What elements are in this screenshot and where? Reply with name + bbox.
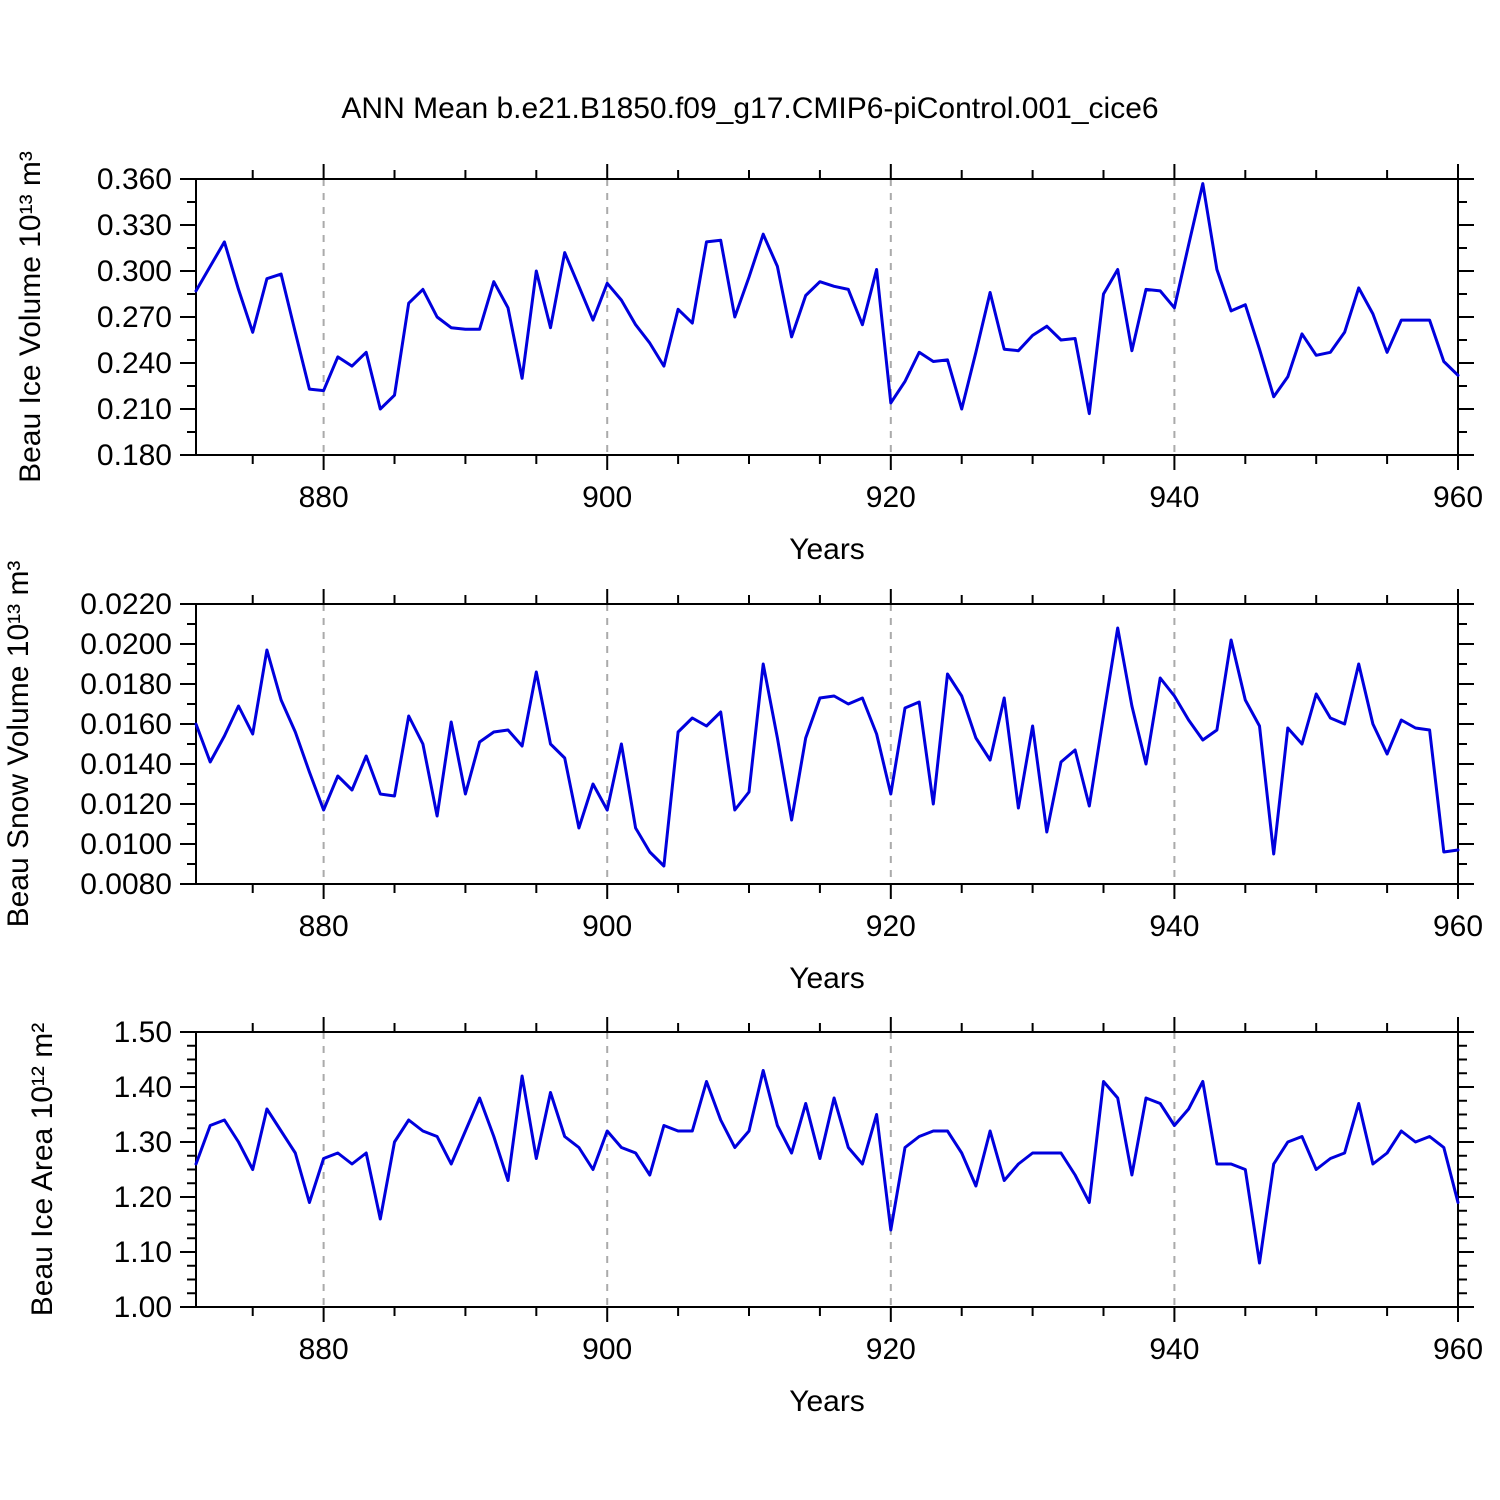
x-tick-label: 880: [299, 910, 349, 943]
y-tick-label: 1.30: [114, 1126, 172, 1159]
panel-beau-snow-volume: 880 900 920 940 960 0.0080 0.0100 0.0120 0.0140 0…: [2, 561, 1483, 995]
y-tick-label: 0.0140: [80, 748, 172, 781]
axis-tick-labels: 880 900 920 940 960 1.00 1.10 1.20 1.30 1.40 1.50: [114, 1016, 1483, 1366]
x-tick-label: 880: [299, 1333, 349, 1366]
axis-tick-labels: 880 900 920 940 960 0.180 0.210 0.240 0.270 0.300…: [97, 163, 1483, 514]
y-tick-label: 0.330: [97, 209, 172, 242]
y-tick-label: 0.0080: [80, 868, 172, 901]
y-tick-label: 0.0120: [80, 788, 172, 821]
x-tick-label: 940: [1149, 1333, 1199, 1366]
x-axis-title: Years: [789, 1385, 865, 1418]
x-tick-label: 960: [1433, 910, 1483, 943]
y-tick-label: 0.0200: [80, 628, 172, 661]
chart-title: ANN Mean b.e21.B1850.f09_g17.CMIP6-piCon…: [341, 92, 1159, 125]
y-tick-label: 0.240: [97, 347, 172, 380]
y-tick-label: 1.00: [114, 1291, 172, 1324]
x-tick-label: 900: [582, 1333, 632, 1366]
gridlines: [322, 179, 1176, 455]
x-tick-label: 940: [1149, 910, 1199, 943]
y-axis-label: Beau Ice Volume 10¹³ m³: [14, 151, 47, 483]
y-axis-label: Beau Snow Volume 10¹³ m³: [2, 561, 35, 928]
y-tick-label: 0.0160: [80, 708, 172, 741]
panel-beau-ice-area: 880 900 920 940 960 1.00 1.10 1.20 1.30 1.40 1.50 B…: [26, 1016, 1483, 1418]
y-tick-label: 0.0100: [80, 828, 172, 861]
y-tick-label: 0.360: [97, 163, 172, 196]
y-tick-label: 1.20: [114, 1181, 172, 1214]
y-axis-label: Beau Ice Area 10¹² m²: [26, 1023, 59, 1316]
y-tick-label: 0.0220: [80, 588, 172, 621]
x-tick-label: 880: [299, 481, 349, 514]
y-tick-label: 0.180: [97, 439, 172, 472]
x-tick-label: 920: [866, 481, 916, 514]
x-tick-label: 940: [1149, 481, 1199, 514]
data-line-beau-ice-area: [194, 1069, 1460, 1265]
plot-frame: [195, 603, 1459, 885]
data-line-beau-ice-volume: [194, 182, 1460, 416]
y-tick-label: 1.50: [114, 1016, 172, 1049]
axis-ticks: [180, 1017, 1474, 1322]
gridlines: [322, 604, 1176, 884]
y-tick-label: 0.270: [97, 301, 172, 334]
y-tick-label: 0.0180: [80, 668, 172, 701]
data-line-beau-snow-volume: [194, 626, 1460, 868]
x-axis-title: Years: [789, 962, 865, 995]
y-tick-label: 0.300: [97, 255, 172, 288]
panel-beau-ice-volume: 880 900 920 940 960 0.180 0.210 0.240 0.270 0.300…: [14, 151, 1483, 566]
gridlines: [322, 1032, 1176, 1307]
x-tick-label: 900: [582, 910, 632, 943]
x-tick-label: 920: [866, 1333, 916, 1366]
plot-frame: [195, 1031, 1459, 1308]
y-tick-label: 0.210: [97, 393, 172, 426]
plot-frame: [195, 178, 1459, 456]
x-axis-title: Years: [789, 533, 865, 566]
y-tick-label: 1.10: [114, 1236, 172, 1269]
axis-ticks: [180, 164, 1474, 470]
y-tick-label: 1.40: [114, 1071, 172, 1104]
x-tick-label: 900: [582, 481, 632, 514]
axis-ticks: [180, 589, 1474, 899]
x-tick-label: 960: [1433, 1333, 1483, 1366]
x-tick-label: 920: [866, 910, 916, 943]
axis-tick-labels: 880 900 920 940 960 0.0080 0.0100 0.0120 0.0140 0…: [80, 588, 1483, 943]
x-tick-label: 960: [1433, 481, 1483, 514]
